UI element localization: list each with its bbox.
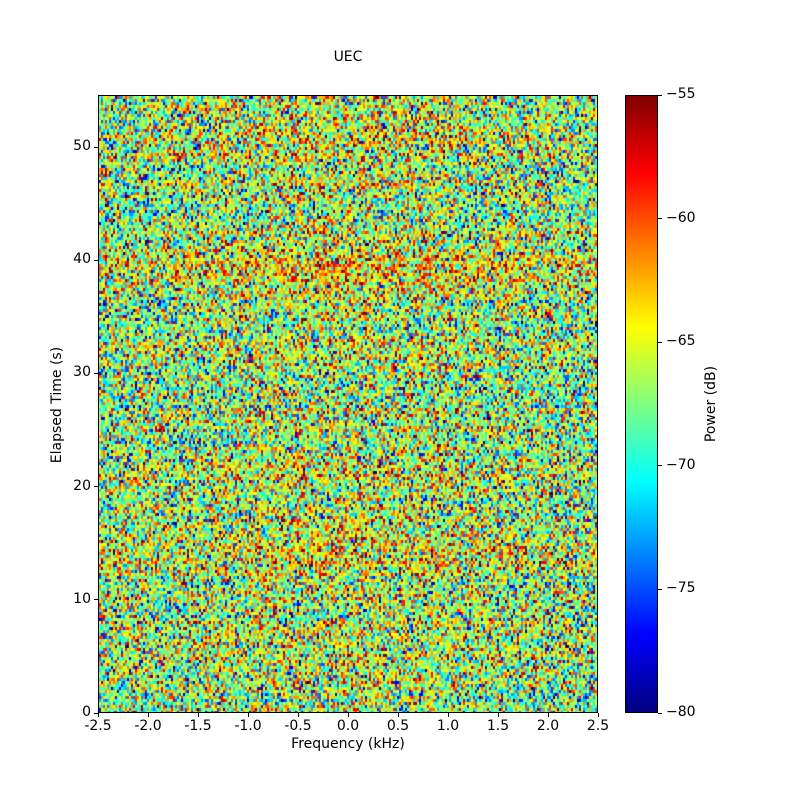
y-axis-label: Elapsed Time (s): [49, 346, 65, 464]
colorbar-tick-label: −55: [666, 86, 696, 102]
x-tick-label: 0.5: [386, 718, 410, 734]
y-tick-label: 30: [73, 364, 91, 381]
y-tick-label: 10: [73, 590, 91, 607]
colorbar-tick-label: −65: [666, 333, 696, 350]
x-tick-label: 1.5: [486, 718, 510, 734]
x-tick: [297, 713, 299, 717]
x-tick-label: -2.0: [134, 718, 162, 734]
x-tick-label: 0.0: [336, 718, 360, 734]
x-tick: [147, 713, 149, 717]
colorbar-tick-label: −60: [666, 209, 696, 226]
y-tick: [94, 599, 98, 601]
x-tick-label: 2.0: [536, 718, 560, 734]
colorbar-tick: [658, 465, 662, 467]
x-tick-label: 1.0: [436, 718, 460, 734]
x-tick: [247, 713, 249, 717]
x-tick: [97, 713, 99, 717]
colorbar-tick: [658, 94, 662, 96]
x-tick-label: -0.5: [284, 718, 312, 734]
y-tick-label: 40: [73, 251, 91, 268]
x-tick-label: 2.5: [586, 718, 610, 734]
y-tick-label: 50: [73, 138, 91, 155]
x-tick: [547, 713, 549, 717]
colorbar-tick: [658, 588, 662, 590]
spectrogram-plot: [98, 95, 598, 713]
chart-title: UEC: [333, 49, 363, 65]
x-tick: [197, 713, 199, 717]
colorbar-tick-label: −75: [666, 580, 696, 597]
y-tick: [94, 259, 98, 261]
x-tick: [397, 713, 399, 717]
colorbar-tick: [658, 341, 662, 343]
colorbar-tick: [658, 712, 662, 714]
x-tick: [597, 713, 599, 717]
y-tick-label: 0: [82, 704, 91, 720]
y-tick: [94, 372, 98, 374]
colorbar: [625, 95, 658, 713]
y-tick: [94, 486, 98, 488]
x-tick: [347, 713, 349, 717]
x-tick: [497, 713, 499, 717]
x-tick-label: -2.5: [84, 718, 112, 734]
y-tick-label: 20: [73, 477, 91, 494]
colorbar-tick-label: −80: [666, 704, 696, 720]
spectrogram-canvas: [99, 96, 597, 712]
colorbar-tick-label: −70: [666, 456, 696, 473]
colorbar-tick: [658, 218, 662, 220]
x-tick: [447, 713, 449, 717]
x-axis-label: Frequency (kHz): [291, 736, 405, 752]
y-tick: [94, 712, 98, 714]
y-tick: [94, 146, 98, 148]
x-tick-label: -1.0: [234, 718, 262, 734]
x-tick-label: -1.5: [184, 718, 212, 734]
